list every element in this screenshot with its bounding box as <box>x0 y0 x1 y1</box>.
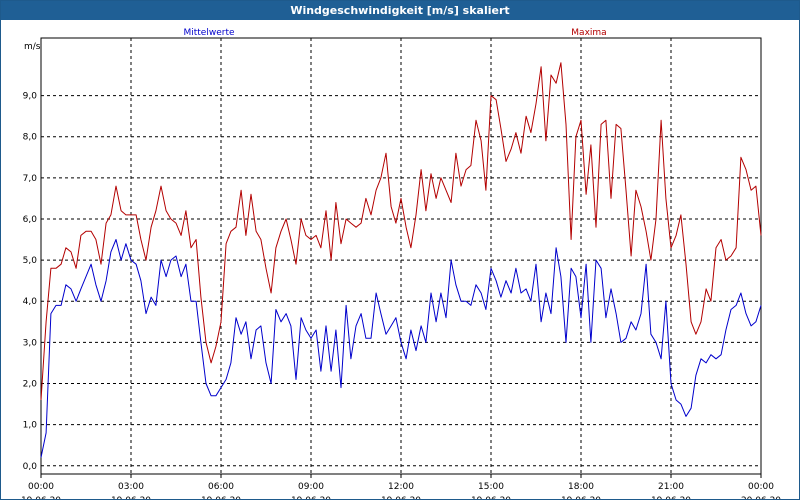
window-title: Windgeschwindigkeit [m/s] skaliert <box>1 1 799 20</box>
y-tick-label: 2,0 <box>23 380 38 390</box>
x-tick-date: 19.06.20 <box>21 496 61 499</box>
y-tick-label: 5,0 <box>23 256 38 266</box>
x-tick-time: 12:00 <box>388 482 414 492</box>
x-tick-date: 19.06.20 <box>651 496 691 499</box>
series-line-maxima <box>40 62 762 401</box>
y-tick-label: 6,0 <box>23 215 38 225</box>
x-tick-date: 19.06.20 <box>291 496 331 499</box>
legend-mittelwerte: Mittelwerte <box>183 28 234 38</box>
x-tick-date: 19.06.20 <box>471 496 511 499</box>
y-tick-label: 1,0 <box>23 421 38 431</box>
legend-maxima: Maxima <box>571 28 606 38</box>
y-tick-label: 0,0 <box>23 462 38 472</box>
x-tick-date: 19.06.20 <box>561 496 601 499</box>
x-tick-date: 20.06.20 <box>741 496 781 499</box>
x-tick-time: 03:00 <box>118 482 144 492</box>
grid <box>41 38 761 474</box>
x-tick-date: 19.06.20 <box>201 496 241 499</box>
x-tick-time: 09:00 <box>298 482 324 492</box>
x-tick-date: 19.06.20 <box>381 496 421 499</box>
wind-speed-chart: 0,0 1,0 2,0 3,0 4,0 5,0 6,0 7,0 8,0 9,0 00:00 19.0… <box>21 28 781 499</box>
y-tick-label: 9,0 <box>23 92 38 102</box>
series <box>40 62 762 458</box>
y-tick-label: 4,0 <box>23 297 38 307</box>
y-tick-label: 3,0 <box>23 338 38 348</box>
y-axis-ticks: 0,0 1,0 2,0 3,0 4,0 5,0 6,0 7,0 8,0 9,0 <box>23 92 38 472</box>
x-tick-time: 15:00 <box>478 482 504 492</box>
y-tick-label: 8,0 <box>23 133 38 143</box>
x-tick-time: 00:00 <box>748 482 774 492</box>
x-tick-time: 21:00 <box>658 482 684 492</box>
x-tick-date: 19.06.20 <box>111 496 151 499</box>
x-tick-time: 18:00 <box>568 482 594 492</box>
x-axis-ticks: 00:00 19.06.20 03:00 19.06.20 06:00 19.06.20 0… <box>21 474 781 499</box>
x-tick-time: 00:00 <box>28 482 54 492</box>
y-axis-label: m/s <box>24 42 41 52</box>
series-line-mittelwerte <box>40 239 762 458</box>
y-tick-label: 7,0 <box>23 174 38 184</box>
x-tick-time: 06:00 <box>208 482 234 492</box>
